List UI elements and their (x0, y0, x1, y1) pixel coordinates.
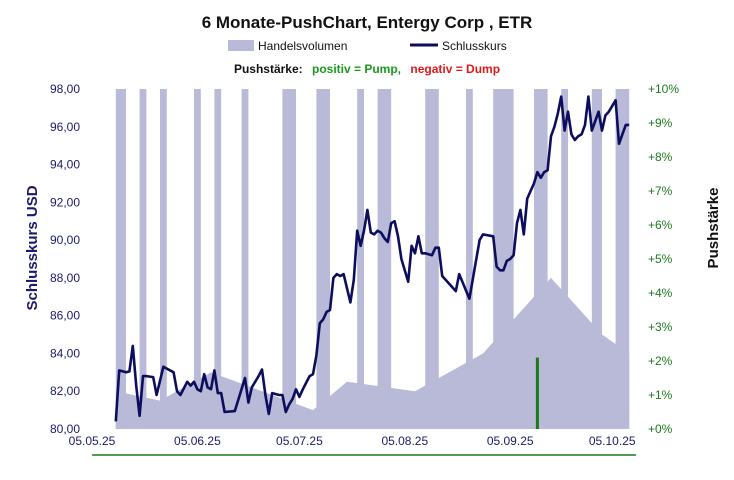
left-tick-label: 86,00 (50, 309, 80, 323)
volume-spike (357, 89, 364, 429)
x-tick-label: 05.07.25 (276, 434, 323, 448)
volume-spike (241, 89, 249, 429)
right-tick-label: +6% (648, 218, 673, 232)
volume-spike (466, 89, 473, 429)
chart-title: 6 Monate-PushChart, Entergy Corp , ETR (202, 13, 533, 32)
volume-spike (194, 89, 201, 429)
legend-label-close: Schlusskurs (442, 39, 507, 53)
volume-base-area (115, 277, 630, 429)
right-tick-label: +9% (648, 116, 673, 130)
right-tick-label: +0% (648, 422, 673, 436)
legend-swatch-volume (228, 40, 254, 51)
left-tick-label: 98,00 (50, 82, 80, 96)
x-tick-label: 05.10.25 (589, 434, 636, 448)
push-legend-prefix: Pushstärke: (234, 62, 303, 76)
volume-area (115, 89, 630, 429)
x-tick-label: 05.08.25 (381, 434, 428, 448)
volume-spike (139, 89, 147, 429)
right-axis-ticks: +0% +1% +2% +3% +4% +5% +6% +7% +8% +9% +10% (648, 82, 679, 436)
right-tick-label: +4% (648, 286, 673, 300)
x-tick-label: 05.06.25 (174, 434, 221, 448)
push-legend-negative: negativ = Dump (410, 62, 500, 76)
right-axis-title: Pushstärke (705, 188, 722, 269)
right-tick-label: +2% (648, 354, 673, 368)
push-legend: Pushstärke: positiv = Pump, negativ = Du… (234, 62, 500, 76)
left-axis-ticks: 80,00 82,00 84,00 86,00 88,00 90,00 92,00 94,00… (50, 82, 80, 436)
left-tick-label: 88,00 (50, 271, 80, 285)
right-tick-label: +5% (648, 252, 673, 266)
volume-spike (561, 89, 568, 429)
left-tick-label: 90,00 (50, 233, 80, 247)
right-tick-label: +8% (648, 150, 673, 164)
left-tick-label: 82,00 (50, 384, 80, 398)
volume-spike (282, 89, 296, 429)
right-tick-label: +1% (648, 388, 673, 402)
volume-spike (425, 89, 439, 429)
push-legend-positive: positiv = Pump, (312, 62, 401, 76)
volume-spike (377, 89, 392, 429)
right-tick-label: +10% (648, 82, 679, 96)
x-tick-label: 05.09.25 (487, 434, 534, 448)
left-tick-label: 94,00 (50, 158, 80, 172)
right-tick-label: +3% (648, 320, 673, 334)
volume-spike (591, 89, 602, 429)
left-axis-title: Schlusskurs USD (24, 185, 41, 310)
right-tick-label: +7% (648, 184, 673, 198)
legend-label-volume: Handelsvolumen (258, 39, 347, 53)
left-tick-label: 80,00 (50, 422, 80, 436)
volume-spike (615, 89, 630, 429)
volume-spike (115, 89, 126, 429)
close-price-line (114, 95, 630, 422)
volume-spike (214, 89, 222, 429)
left-tick-label: 96,00 (50, 120, 80, 134)
volume-spike (316, 89, 330, 429)
left-tick-label: 92,00 (50, 195, 80, 209)
legend: Handelsvolumen Schlusskurs (228, 39, 507, 53)
x-tick-label: 05.05.25 (69, 434, 116, 448)
volume-spike (160, 89, 167, 429)
left-tick-label: 84,00 (50, 346, 80, 360)
x-axis-ticks: 05.05.25 05.06.25 05.07.25 05.08.25 05.09.25… (69, 434, 636, 448)
